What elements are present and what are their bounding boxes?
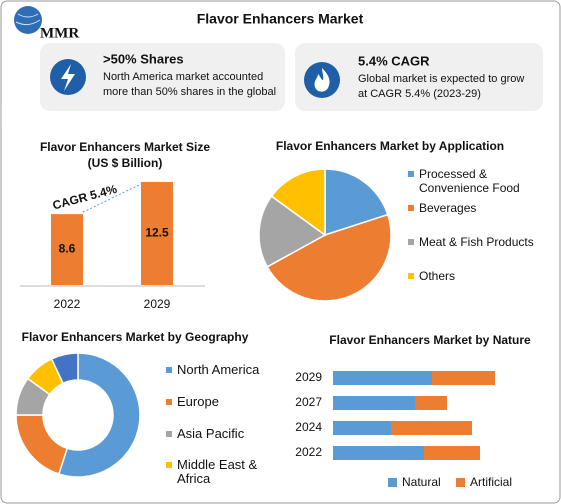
- card: [40, 43, 285, 111]
- card-title: >50% Shares: [103, 51, 184, 66]
- y-tick-label: 2024: [295, 420, 322, 434]
- legend-swatch: [456, 478, 465, 487]
- card-text: North America market accounted more than…: [103, 71, 277, 98]
- legend-label: Europe: [177, 394, 219, 409]
- legend-label: North America: [177, 362, 260, 377]
- legend-swatch: [408, 205, 414, 211]
- bar: [424, 446, 480, 460]
- legend-label: Others: [419, 269, 456, 283]
- chart-title: Flavor Enhancers Market by Geography: [21, 330, 249, 344]
- x-tick-label: 2029: [144, 297, 171, 311]
- slice: [50, 352, 79, 385]
- legend-label: Middle East & Africa: [177, 457, 258, 486]
- bar: [391, 421, 472, 435]
- legend-label: Artificial: [470, 475, 512, 489]
- bar: [333, 446, 424, 460]
- legend-swatch: [408, 171, 414, 177]
- chart-subtitle: (US $ Billion): [87, 156, 163, 170]
- logo-lines: [15, 13, 41, 26]
- legend-label: Asia Pacific: [177, 426, 245, 441]
- legend-label: Natural: [402, 475, 441, 489]
- bar: [432, 371, 495, 385]
- title: Flavor Enhancers Market: [197, 11, 364, 27]
- bar: [333, 396, 415, 410]
- legend-swatch: [408, 239, 414, 245]
- legend-label: Processed & Convenience Food: [419, 167, 520, 195]
- y-tick-label: 2029: [295, 370, 322, 384]
- card-text: Global market is expected to grow at CAG…: [358, 73, 525, 100]
- legend-swatch: [408, 273, 414, 279]
- bolt: [61, 64, 75, 91]
- slice: [15, 414, 69, 475]
- bar: [333, 371, 432, 385]
- legend-swatch: [388, 478, 397, 487]
- legend-swatch: [166, 431, 172, 437]
- legend-label: Beverages: [419, 201, 477, 215]
- trend: [82, 183, 142, 213]
- chart-title: Flavor Enhancers Market Size: [39, 140, 211, 154]
- chart-title: Flavor Enhancers Market by Application: [275, 139, 505, 153]
- slice: [270, 168, 326, 237]
- bar: [51, 214, 83, 285]
- logo: MMR: [40, 25, 79, 41]
- chart-title: Flavor Enhancers Market by Nature: [329, 333, 531, 347]
- slice: [57, 352, 141, 478]
- x-tick-label: 2022: [54, 297, 81, 311]
- bar: [141, 182, 173, 285]
- value-label: 8.6: [59, 242, 76, 256]
- annotation: CAGR 5.4%: [51, 182, 119, 213]
- legend-swatch: [166, 367, 172, 373]
- bar: [333, 421, 391, 435]
- legend-swatch: [166, 462, 172, 468]
- legend-label: Meat & Fish Products: [419, 235, 534, 249]
- y-tick-label: 2027: [295, 395, 322, 409]
- y-tick-label: 2022: [295, 445, 322, 459]
- slice: [266, 213, 392, 302]
- flame: [314, 68, 330, 92]
- slice: [258, 195, 327, 268]
- card: [295, 43, 543, 111]
- legend-swatch: [166, 399, 172, 405]
- value-label: 12.5: [145, 226, 169, 240]
- bar: [415, 396, 447, 410]
- slice: [324, 168, 389, 237]
- card-title: 5.4% CAGR: [358, 53, 430, 68]
- logo-globe: [14, 6, 42, 34]
